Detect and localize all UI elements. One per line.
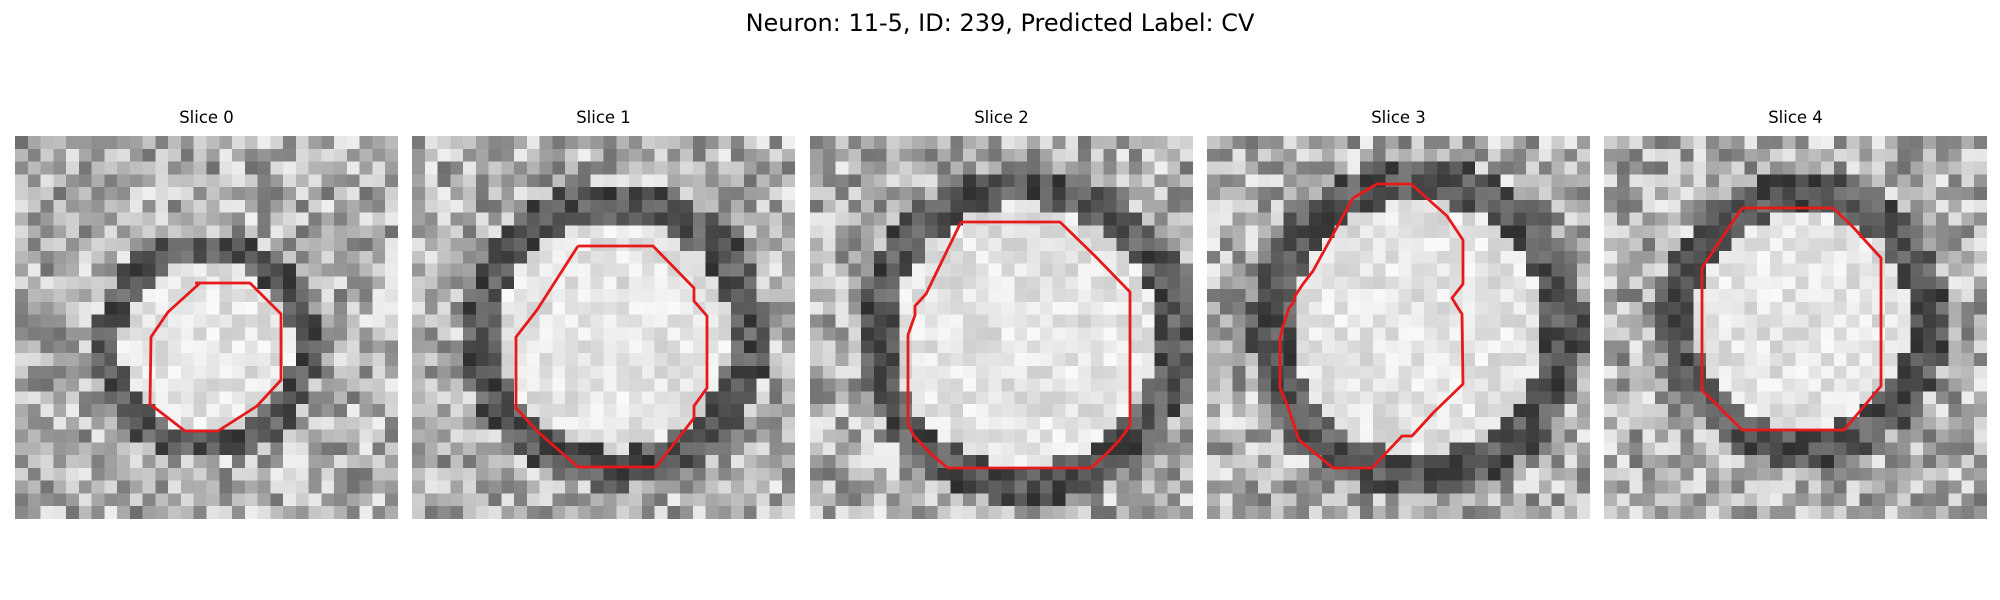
slice-image: [1207, 136, 1590, 519]
vesicle-contour: [514, 244, 709, 469]
contour-overlay: [514, 244, 709, 469]
slice-title: Slice 3: [1371, 108, 1426, 127]
slice-title: Slice 4: [1768, 108, 1823, 127]
slice-title: Slice 2: [974, 108, 1029, 127]
slice-panel-0: Slice 0: [15, 108, 398, 519]
slice-image: [810, 136, 1193, 519]
contour-overlay: [1700, 206, 1883, 432]
slice-panel-2: Slice 2: [810, 108, 1193, 519]
slice-image: [1604, 136, 1987, 519]
vesicle-contour: [1278, 182, 1465, 470]
slice-image: [15, 136, 398, 519]
grayscale-slice-image: [1604, 136, 1987, 519]
slice-panel-1: Slice 1: [412, 108, 795, 519]
slice-image: [412, 136, 795, 519]
slice-title: Slice 1: [576, 108, 631, 127]
grayscale-slice-image: [15, 136, 398, 519]
grayscale-slice-image: [412, 136, 795, 519]
vesicle-contour: [1700, 206, 1883, 432]
contour-overlay: [148, 281, 283, 433]
slice-panel-4: Slice 4: [1604, 108, 1987, 519]
grayscale-slice-image: [1207, 136, 1590, 519]
contour-overlay: [1278, 182, 1465, 470]
vesicle-contour: [148, 281, 283, 433]
vesicle-contour: [906, 220, 1132, 470]
slice-panel-3: Slice 3: [1207, 108, 1590, 519]
slice-title: Slice 0: [179, 108, 234, 127]
contour-overlay: [906, 220, 1132, 470]
figure-title: Neuron: 11-5, ID: 239, Predicted Label: …: [745, 9, 1255, 37]
